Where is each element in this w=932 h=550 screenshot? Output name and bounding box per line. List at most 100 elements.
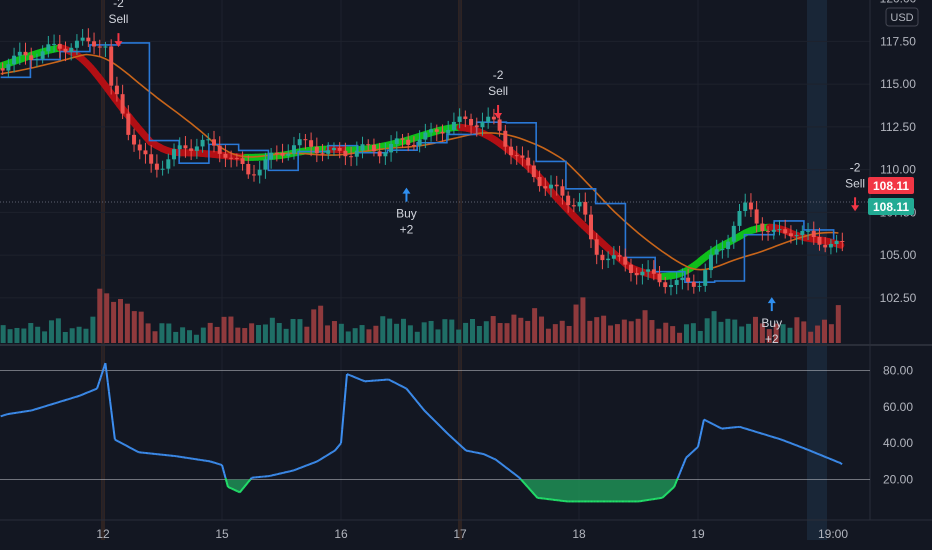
oscillator-line-segment [127,445,130,449]
candle-body [394,138,399,144]
oscillator-line-segment [337,444,341,447]
price-tick-label: 105.00 [880,248,917,262]
oscillator-line-segment [447,433,450,436]
oscillator-line-segment [389,379,392,382]
oscillator-line-segment [718,426,722,429]
candle-body [491,116,496,120]
oscillator-line-segment [681,463,685,467]
candle-body [731,225,736,242]
oscillator-line-segment [508,468,511,472]
candle-body [389,143,394,153]
candle-body [200,139,205,147]
currency-badge[interactable] [885,7,919,27]
oscillator-line-segment [716,425,719,428]
time-tick-label: 12 [96,527,110,541]
candle-body [246,163,251,175]
volume-bar [380,316,386,343]
volume-bar [711,311,717,343]
candle-body [23,51,28,56]
time-tick-label: 17 [453,527,467,541]
candle-body [680,277,685,281]
volume-bar [801,321,807,343]
candle-body [566,195,571,206]
oscillator-line-segment [494,458,497,461]
candle-body [160,168,165,170]
candle-body [451,121,456,130]
oscillator-line-segment [249,477,253,480]
volume-bar [166,323,172,343]
oscillator-line-segment [239,490,242,493]
oscillator-line-segment [504,466,508,469]
volume-bar [269,317,275,343]
volume-bar [594,317,600,343]
volume-bar [97,288,103,343]
oscillator-line-segment [221,464,225,470]
volume-bar [283,328,289,343]
candle-body [646,269,651,272]
oscillator-line-segment [427,413,430,416]
oscillator-line-segment [107,391,112,402]
candle-body [766,231,771,233]
oscillator-line-segment [534,494,537,498]
volume-bar [463,322,469,343]
candle-body [480,121,485,128]
oscillator-line-segment [405,387,409,391]
volume-bar [794,317,800,343]
candle-body [234,158,239,160]
candle-body [80,37,85,41]
price-tick-label: 120.00 [880,0,917,6]
buy-signal-label: Buy [761,316,782,330]
oscillator-line-segment [234,489,237,492]
oscillator-line-segment [110,410,114,421]
candle-body [777,229,782,231]
volume-bar [0,325,6,343]
oscillator-line-segment [527,486,530,490]
oscillator-line-segment [116,439,119,443]
oscillator-line-segment [99,373,103,378]
oscillator-line-segment [319,458,322,461]
oscillator-line-segment [455,441,459,444]
candle-body [840,240,845,242]
volume-bar [304,326,310,343]
oscillator-line-segment [137,450,140,454]
oscillator-line-segment [325,454,328,458]
oscillator-line-segment [436,422,440,426]
oscillator-line-segment [709,421,712,425]
oscillator-line-segment [104,362,108,373]
oscillator-line-segment [317,459,321,462]
candle-body [337,147,342,151]
candle-body [189,148,194,151]
oscillator-line-segment [459,444,462,447]
candle-body [423,132,428,140]
oscillator-line-segment [328,452,331,455]
oscillator-line-segment [424,410,428,414]
candle-body [817,237,822,245]
candle-body [240,158,245,164]
candle-body [411,144,416,146]
volume-bar [180,327,186,343]
oscillator-line-segment [327,453,330,456]
price-tick-label: 115.00 [880,77,916,91]
candle-body [549,184,554,189]
oscillator-line-segment [344,373,348,388]
oscillator-line-segment [322,456,325,459]
oscillator-line-segment [396,382,399,386]
volume-bar [539,316,545,343]
oscillator-line-segment [713,423,716,426]
oscillator-line-segment [419,405,423,409]
volume-bar [580,297,586,343]
candle-body [360,144,365,151]
last-price-label-lower: 108.11 [873,200,909,214]
oscillator-line-segment [120,441,123,445]
volume-bar [207,322,213,343]
volume-bar [697,330,703,343]
volume-bar [359,325,365,343]
volume-bar [677,332,683,343]
volume-bar [235,327,241,343]
volume-bar [325,325,331,343]
oscillator-line-segment [222,469,226,475]
candle-body [686,277,691,282]
buy-signal-qty: +2 [765,332,779,346]
volume-bar [117,299,123,343]
